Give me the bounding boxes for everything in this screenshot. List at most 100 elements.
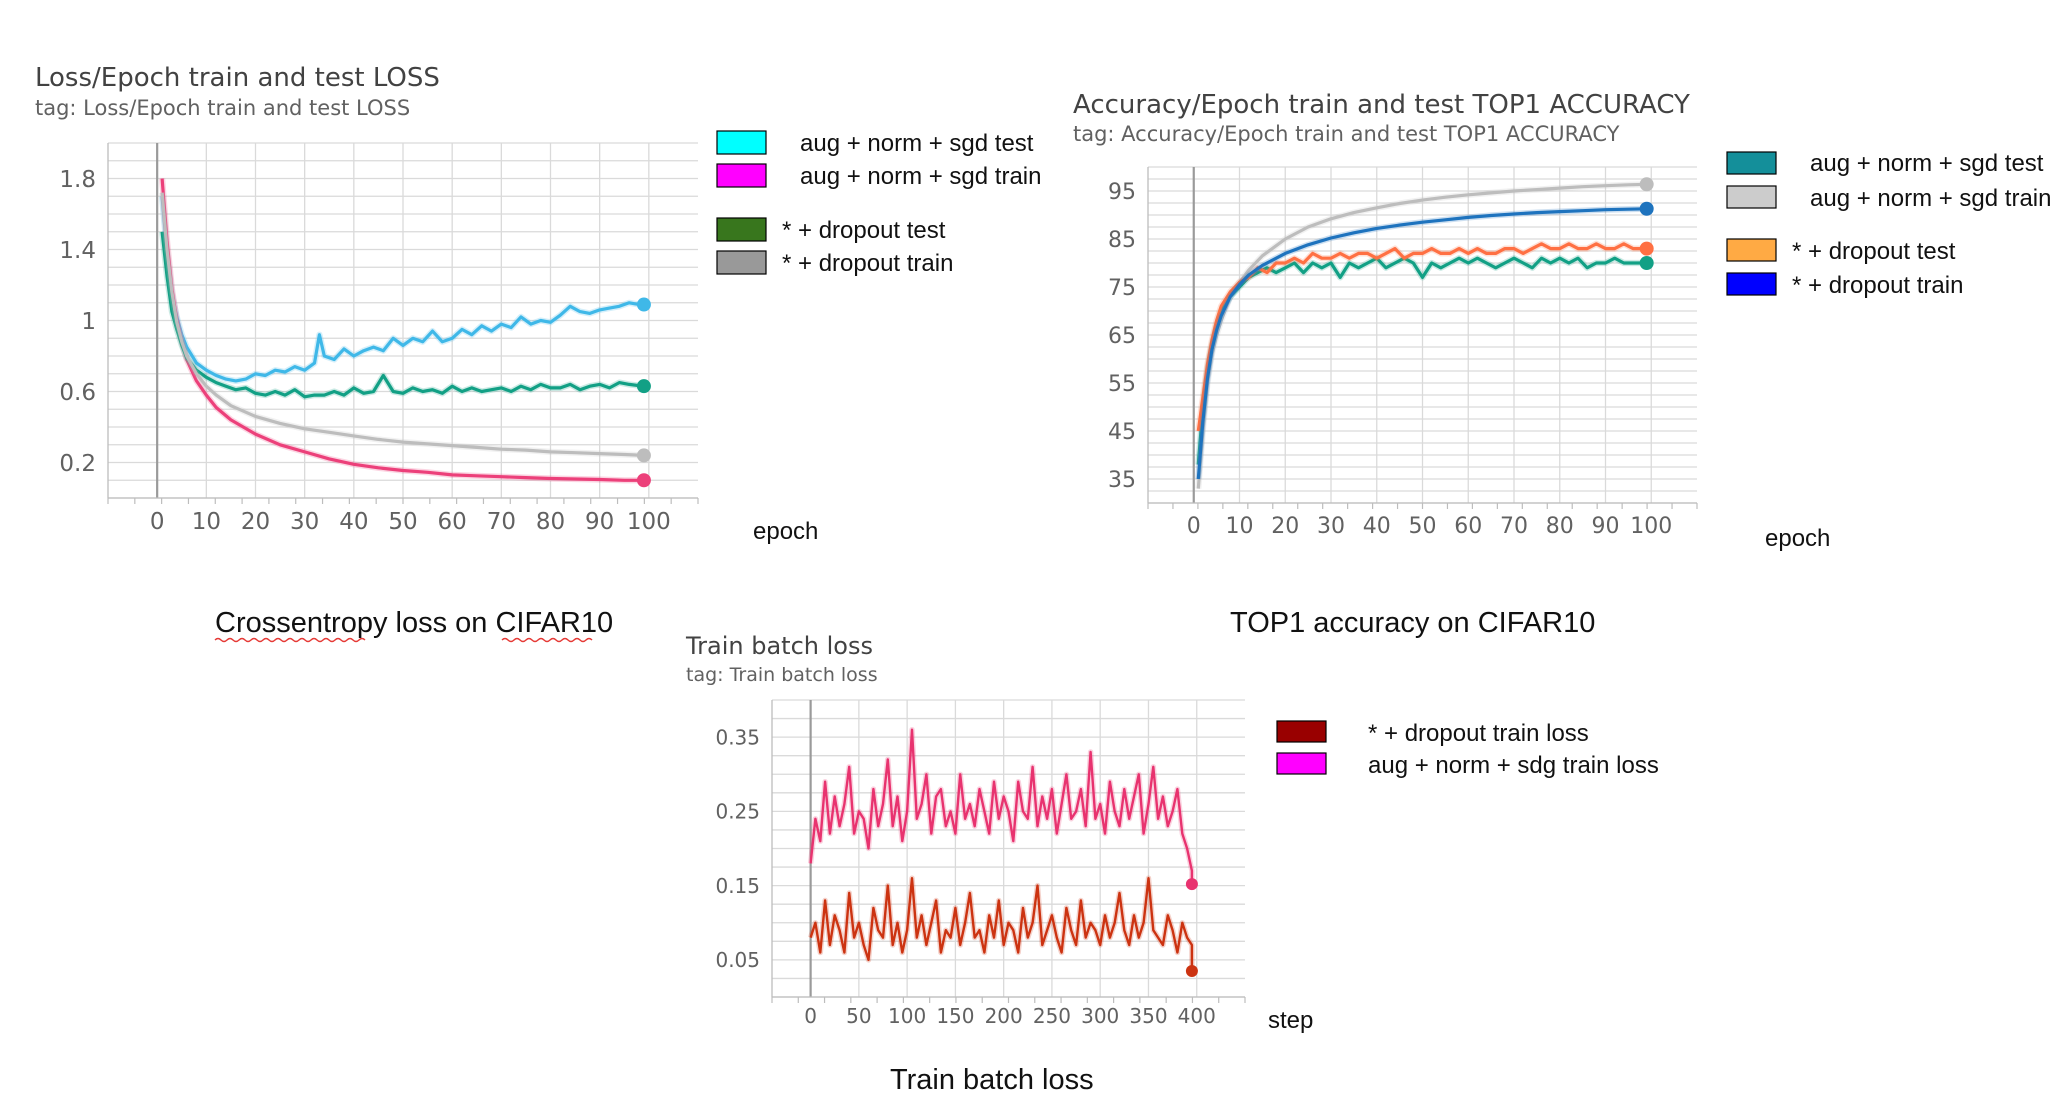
loss-x-tick-label: 70	[487, 509, 516, 535]
accuracy-x-tick-label: 50	[1409, 514, 1437, 539]
accuracy-x-tick-label: 40	[1363, 514, 1391, 539]
loss-y-tick-label: 1.4	[59, 238, 96, 264]
batch-loss-x-tick-label: 250	[1033, 1004, 1071, 1028]
spellcheck-underline-crossentropy	[214, 637, 366, 643]
accuracy-y-tick-label: 75	[1108, 276, 1136, 301]
accuracy-x-tick-label: 60	[1454, 514, 1482, 539]
loss-x-tick-label: 0	[150, 509, 165, 535]
loss-legend-label-3: * + dropout train	[782, 250, 953, 277]
loss-x-axis-label: epoch	[753, 518, 818, 545]
loss-series-3-end-dot	[636, 448, 651, 463]
accuracy-caption: TOP1 accuracy on CIFAR10	[1230, 607, 1595, 639]
accuracy-legend-swatch-1	[1726, 185, 1777, 209]
batch-loss-chart-title: Train batch loss	[685, 632, 873, 660]
loss-caption: Crossentropy loss on CIFAR10	[215, 607, 613, 639]
accuracy-y-tick-label: 85	[1108, 228, 1136, 253]
accuracy-x-tick-label: 90	[1592, 514, 1620, 539]
batch-loss-legend-label-1: aug + norm + sdg train loss	[1368, 752, 1659, 779]
batch-loss-x-tick-label: 300	[1081, 1004, 1119, 1028]
loss-y-tick-label: 1.8	[59, 167, 96, 193]
accuracy-panel: Accuracy/Epoch train and test TOP1 ACCUR…	[1073, 90, 2051, 639]
accuracy-y-tick-label: 95	[1108, 180, 1136, 205]
batch-loss-x-tick-label: 200	[985, 1004, 1023, 1028]
batch-loss-y-tick-label: 0.35	[715, 725, 760, 749]
accuracy-series-2-end-dot	[1639, 241, 1654, 256]
loss-series-2-line	[160, 231, 645, 399]
batch-loss-series-1-end-dot	[1185, 965, 1198, 978]
accuracy-x-tick-label: 100	[1630, 514, 1672, 539]
batch-loss-series-0-line	[809, 728, 1194, 885]
loss-legend-swatch-0	[716, 130, 767, 155]
loss-panel: Loss/Epoch train and test LOSS tag: Loss…	[35, 63, 1041, 643]
batch-loss-y-tick-label: 0.05	[715, 948, 760, 972]
loss-y-tick-label: 1	[81, 309, 96, 335]
accuracy-legend-label-2: * + dropout test	[1792, 238, 1956, 265]
loss-legend-swatch-2	[716, 217, 767, 242]
loss-y-tick-label: 0.6	[59, 380, 96, 406]
loss-legend-swatch-1	[716, 163, 767, 188]
accuracy-series-0-end-dot	[1639, 256, 1654, 270]
batch-loss-caption: Train batch loss	[890, 1064, 1094, 1096]
batch-loss-series-1-line	[809, 877, 1194, 971]
accuracy-x-tick-label: 20	[1271, 514, 1299, 539]
accuracy-y-tick-label: 45	[1108, 420, 1136, 445]
loss-x-tick-label: 100	[627, 509, 671, 535]
loss-x-tick-label: 90	[585, 509, 614, 535]
accuracy-x-tick-label: 0	[1187, 514, 1201, 539]
loss-x-tick-label: 50	[388, 509, 417, 535]
accuracy-series-0-line	[1196, 256, 1647, 465]
loss-series-3-line	[160, 192, 644, 457]
loss-plot-area: 0 10 20 30 40 50 60 70 80 90 100 1.8 1.4 1 0.6 0.2	[59, 142, 699, 535]
accuracy-x-tick-label: 10	[1226, 514, 1254, 539]
batch-loss-legend: * + dropout train loss aug + norm + sdg …	[1276, 720, 1659, 779]
loss-legend: aug + norm + sgd test aug + norm + sgd t…	[716, 130, 1041, 277]
batch-loss-chart-tag: tag: Train batch loss	[686, 664, 878, 686]
accuracy-x-tick-label: 70	[1500, 514, 1528, 539]
loss-x-tick-label: 20	[241, 509, 270, 535]
batch-loss-x-tick-label: 350	[1129, 1004, 1167, 1028]
loss-legend-label-2: * + dropout test	[782, 217, 946, 244]
accuracy-chart-title: Accuracy/Epoch train and test TOP1 ACCUR…	[1073, 90, 1690, 120]
accuracy-x-tick-label: 80	[1546, 514, 1574, 539]
loss-chart-tag: tag: Loss/Epoch train and test LOSS	[35, 96, 410, 120]
batch-loss-legend-swatch-1	[1276, 752, 1327, 775]
batch-loss-series-0-end-dot	[1185, 878, 1198, 891]
batch-loss-x-tick-label: 0	[804, 1004, 817, 1028]
loss-y-tick-label: 0.2	[59, 451, 96, 477]
batch-loss-x-axis-label: step	[1268, 1007, 1313, 1034]
batch-loss-legend-label-0: * + dropout train loss	[1368, 720, 1589, 747]
accuracy-legend-swatch-3	[1726, 272, 1777, 296]
spellcheck-underline-cifar10	[501, 637, 593, 643]
accuracy-series-1-end-dot	[1639, 177, 1654, 192]
batch-loss-y-tick-label: 0.15	[715, 874, 760, 898]
loss-legend-label-0: aug + norm + sgd test	[800, 130, 1034, 157]
batch-loss-legend-swatch-0	[1276, 720, 1327, 743]
batch-loss-x-tick-label: 400	[1178, 1004, 1216, 1028]
loss-x-tick-label: 60	[438, 509, 467, 535]
batch-loss-panel: Train batch loss tag: Train batch loss 0…	[685, 632, 1659, 1096]
batch-loss-x-tick-label: 50	[846, 1004, 871, 1028]
accuracy-chart-tag: tag: Accuracy/Epoch train and test TOP1 …	[1073, 122, 1620, 146]
batch-loss-x-tick-label: 100	[888, 1004, 926, 1028]
accuracy-legend-label-1: aug + norm + sgd train	[1810, 185, 2051, 212]
loss-series-0-line	[160, 196, 644, 383]
batch-loss-plot-area: 0 50 100 150 200 250 300 350 400 0.35 0.25 0.15 0.05	[715, 699, 1246, 1028]
accuracy-legend-label-0: aug + norm + sgd test	[1810, 150, 2044, 177]
loss-chart-title: Loss/Epoch train and test LOSS	[35, 63, 440, 93]
batch-loss-y-tick-label: 0.25	[715, 800, 760, 824]
accuracy-series-3-end-dot	[1639, 201, 1654, 216]
accuracy-legend-label-3: * + dropout train	[1792, 272, 1963, 299]
accuracy-y-tick-label: 55	[1108, 372, 1136, 397]
loss-x-tick-label: 40	[339, 509, 368, 535]
loss-legend-swatch-3	[716, 250, 767, 275]
loss-x-tick-label: 30	[290, 509, 319, 535]
accuracy-plot-area: 0 10 20 30 40 50 60 70 80 90 100 95 85 75 65 55 45 35	[1108, 166, 1698, 539]
accuracy-series-3-line	[1196, 207, 1647, 480]
accuracy-legend-swatch-0	[1726, 151, 1777, 175]
loss-x-tick-label: 10	[192, 509, 221, 535]
accuracy-x-axis-label: epoch	[1765, 525, 1830, 552]
loss-series-2-end-dot	[636, 379, 651, 394]
loss-legend-label-1: aug + norm + sgd train	[800, 163, 1041, 190]
accuracy-x-tick-label: 30	[1317, 514, 1345, 539]
